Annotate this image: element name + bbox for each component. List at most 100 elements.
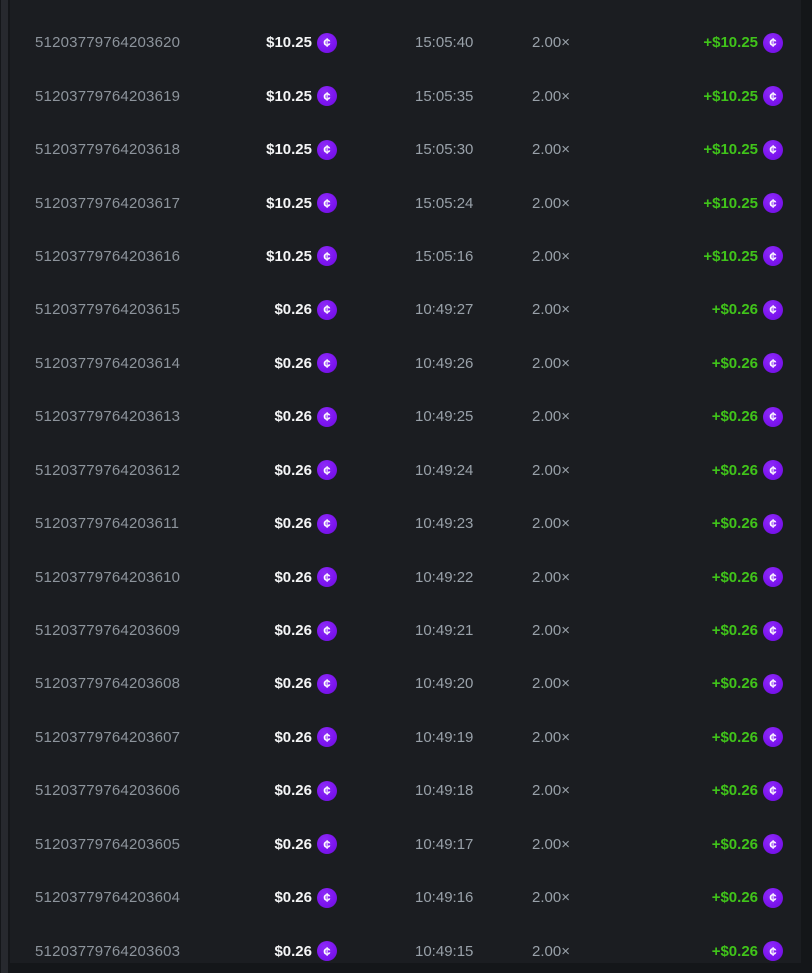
bet-amount-value: $10.25 <box>266 141 312 159</box>
bet-amount-value: $0.26 <box>274 354 312 372</box>
bet-payout-value: +$0.26 <box>711 408 758 426</box>
bet-payout-value: +$0.26 <box>711 622 758 640</box>
bet-amount-value: $0.26 <box>274 675 312 693</box>
bet-multiplier: 2.00× <box>532 194 570 212</box>
bet-multiplier: 2.00× <box>532 247 570 265</box>
bet-time: 10:49:23 <box>415 515 474 533</box>
table-row[interactable]: 51203779764203605 $0.26 ¢ 10:49:17 2.00×… <box>10 818 801 871</box>
cent-coin-icon: ¢ <box>317 86 337 107</box>
bet-payout: +$0.26 ¢ <box>652 567 783 588</box>
bet-id: 51203779764203605 <box>35 835 181 853</box>
bet-time: 10:49:16 <box>415 889 474 907</box>
bet-amount-value: $0.26 <box>274 568 312 586</box>
bet-id: 51203779764203606 <box>35 782 181 800</box>
table-row[interactable]: 51203779764203609 $0.26 ¢ 10:49:21 2.00×… <box>10 604 801 657</box>
bet-id: 51203779764203618 <box>35 141 181 159</box>
bet-multiplier: 2.00× <box>532 461 570 479</box>
bet-time: 15:05:24 <box>415 194 474 212</box>
bet-payout: +$0.26 ¢ <box>652 727 783 748</box>
bet-amount-value: $0.26 <box>274 942 312 960</box>
cent-coin-icon: ¢ <box>763 727 783 748</box>
bet-payout: +$0.26 ¢ <box>652 406 783 427</box>
bet-payout: +$0.26 ¢ <box>652 673 783 694</box>
cent-coin-icon: ¢ <box>763 834 783 855</box>
table-row[interactable]: 51203779764203612 $0.26 ¢ 10:49:24 2.00×… <box>10 444 801 497</box>
bet-payout-value: +$10.25 <box>703 194 758 212</box>
bet-amount: $10.25 ¢ <box>235 193 415 214</box>
bet-amount-value: $10.25 <box>266 247 312 265</box>
bet-time: 10:49:26 <box>415 354 474 372</box>
bet-time: 15:05:30 <box>415 141 474 159</box>
bet-id: 51203779764203619 <box>35 87 181 105</box>
bet-id: 51203779764203616 <box>35 247 181 265</box>
bet-multiplier: 2.00× <box>532 515 570 533</box>
table-row[interactable]: 51203779764203618 $10.25 ¢ 15:05:30 2.00… <box>10 123 801 176</box>
bet-multiplier: 2.00× <box>532 87 570 105</box>
table-row[interactable]: 51203779764203610 $0.26 ¢ 10:49:22 2.00×… <box>10 550 801 603</box>
vertical-scrollbar[interactable] <box>1 0 8 973</box>
bet-payout: +$0.26 ¢ <box>652 620 783 641</box>
cent-coin-icon: ¢ <box>763 139 783 160</box>
bet-time: 15:05:35 <box>415 87 474 105</box>
table-row[interactable]: 51203779764203613 $0.26 ¢ 10:49:25 2.00×… <box>10 390 801 443</box>
bet-amount-value: $10.25 <box>266 194 312 212</box>
cent-coin-icon: ¢ <box>317 620 337 641</box>
bet-payout: +$0.26 ¢ <box>652 834 783 855</box>
cent-coin-icon: ¢ <box>317 406 337 427</box>
bet-amount-value: $10.25 <box>266 34 312 52</box>
table-row[interactable]: 51203779764203619 $10.25 ¢ 15:05:35 2.00… <box>10 69 801 122</box>
bet-time: 10:49:27 <box>415 301 474 319</box>
bet-time: 10:49:25 <box>415 408 474 426</box>
bet-amount: $10.25 ¢ <box>235 86 415 107</box>
bet-id: 51203779764203620 <box>35 34 181 52</box>
bet-payout: +$0.26 ¢ <box>652 513 783 534</box>
bet-payout-value: +$0.26 <box>711 461 758 479</box>
cent-coin-icon: ¢ <box>763 193 783 214</box>
table-row[interactable]: 51203779764203611 $0.26 ¢ 10:49:23 2.00×… <box>10 497 801 550</box>
bet-amount: $0.26 ¢ <box>235 673 415 694</box>
bet-time: 10:49:15 <box>415 942 474 960</box>
bet-payout-value: +$0.26 <box>711 835 758 853</box>
bet-time: 10:49:19 <box>415 728 474 746</box>
bet-amount-value: $0.26 <box>274 782 312 800</box>
bet-multiplier: 2.00× <box>532 942 570 960</box>
bet-payout: +$10.25 ¢ <box>652 32 783 53</box>
bet-time: 10:49:21 <box>415 622 474 640</box>
bet-payout-value: +$0.26 <box>711 889 758 907</box>
cent-coin-icon: ¢ <box>763 246 783 267</box>
table-row[interactable]: 51203779764203617 $10.25 ¢ 15:05:24 2.00… <box>10 176 801 229</box>
bet-payout-value: +$10.25 <box>703 141 758 159</box>
bet-amount: $0.26 ¢ <box>235 567 415 588</box>
bet-payout: +$10.25 ¢ <box>652 246 783 267</box>
bet-amount-value: $0.26 <box>274 728 312 746</box>
cent-coin-icon: ¢ <box>763 299 783 320</box>
table-row[interactable]: 51203779764203614 $0.26 ¢ 10:49:26 2.00×… <box>10 337 801 390</box>
bet-id: 51203779764203603 <box>35 942 181 960</box>
cent-coin-icon: ¢ <box>317 353 337 374</box>
table-row[interactable]: 51203779764203615 $0.26 ¢ 10:49:27 2.00×… <box>10 283 801 336</box>
table-row[interactable]: 51203779764203603 $0.26 ¢ 10:49:15 2.00×… <box>10 924 801 963</box>
bet-payout: +$10.25 ¢ <box>652 139 783 160</box>
bet-multiplier: 2.00× <box>532 408 570 426</box>
cent-coin-icon: ¢ <box>317 246 337 267</box>
table-row[interactable]: 51203779764203608 $0.26 ¢ 10:49:20 2.00×… <box>10 657 801 710</box>
bet-amount-value: $0.26 <box>274 515 312 533</box>
bet-amount-value: $10.25 <box>266 87 312 105</box>
table-row[interactable]: 51203779764203604 $0.26 ¢ 10:49:16 2.00×… <box>10 871 801 924</box>
cent-coin-icon: ¢ <box>317 887 337 908</box>
bet-payout-value: +$10.25 <box>703 247 758 265</box>
bet-multiplier: 2.00× <box>532 301 570 319</box>
bet-payout: +$0.26 ¢ <box>652 353 783 374</box>
table-row[interactable]: 51203779764203620 $10.25 ¢ 15:05:40 2.00… <box>10 16 801 69</box>
bet-id: 51203779764203611 <box>35 515 180 533</box>
table-row[interactable]: 51203779764203616 $10.25 ¢ 15:05:16 2.00… <box>10 230 801 283</box>
cent-coin-icon: ¢ <box>317 139 337 160</box>
bet-payout: +$10.25 ¢ <box>652 86 783 107</box>
bet-amount: $0.26 ¢ <box>235 299 415 320</box>
bet-payout: +$0.26 ¢ <box>652 780 783 801</box>
bet-amount-value: $0.26 <box>274 622 312 640</box>
bet-id: 51203779764203607 <box>35 728 181 746</box>
bet-payout: +$0.26 ¢ <box>652 460 783 481</box>
table-row[interactable]: 51203779764203606 $0.26 ¢ 10:49:18 2.00×… <box>10 764 801 817</box>
table-row[interactable]: 51203779764203607 $0.26 ¢ 10:49:19 2.00×… <box>10 711 801 764</box>
